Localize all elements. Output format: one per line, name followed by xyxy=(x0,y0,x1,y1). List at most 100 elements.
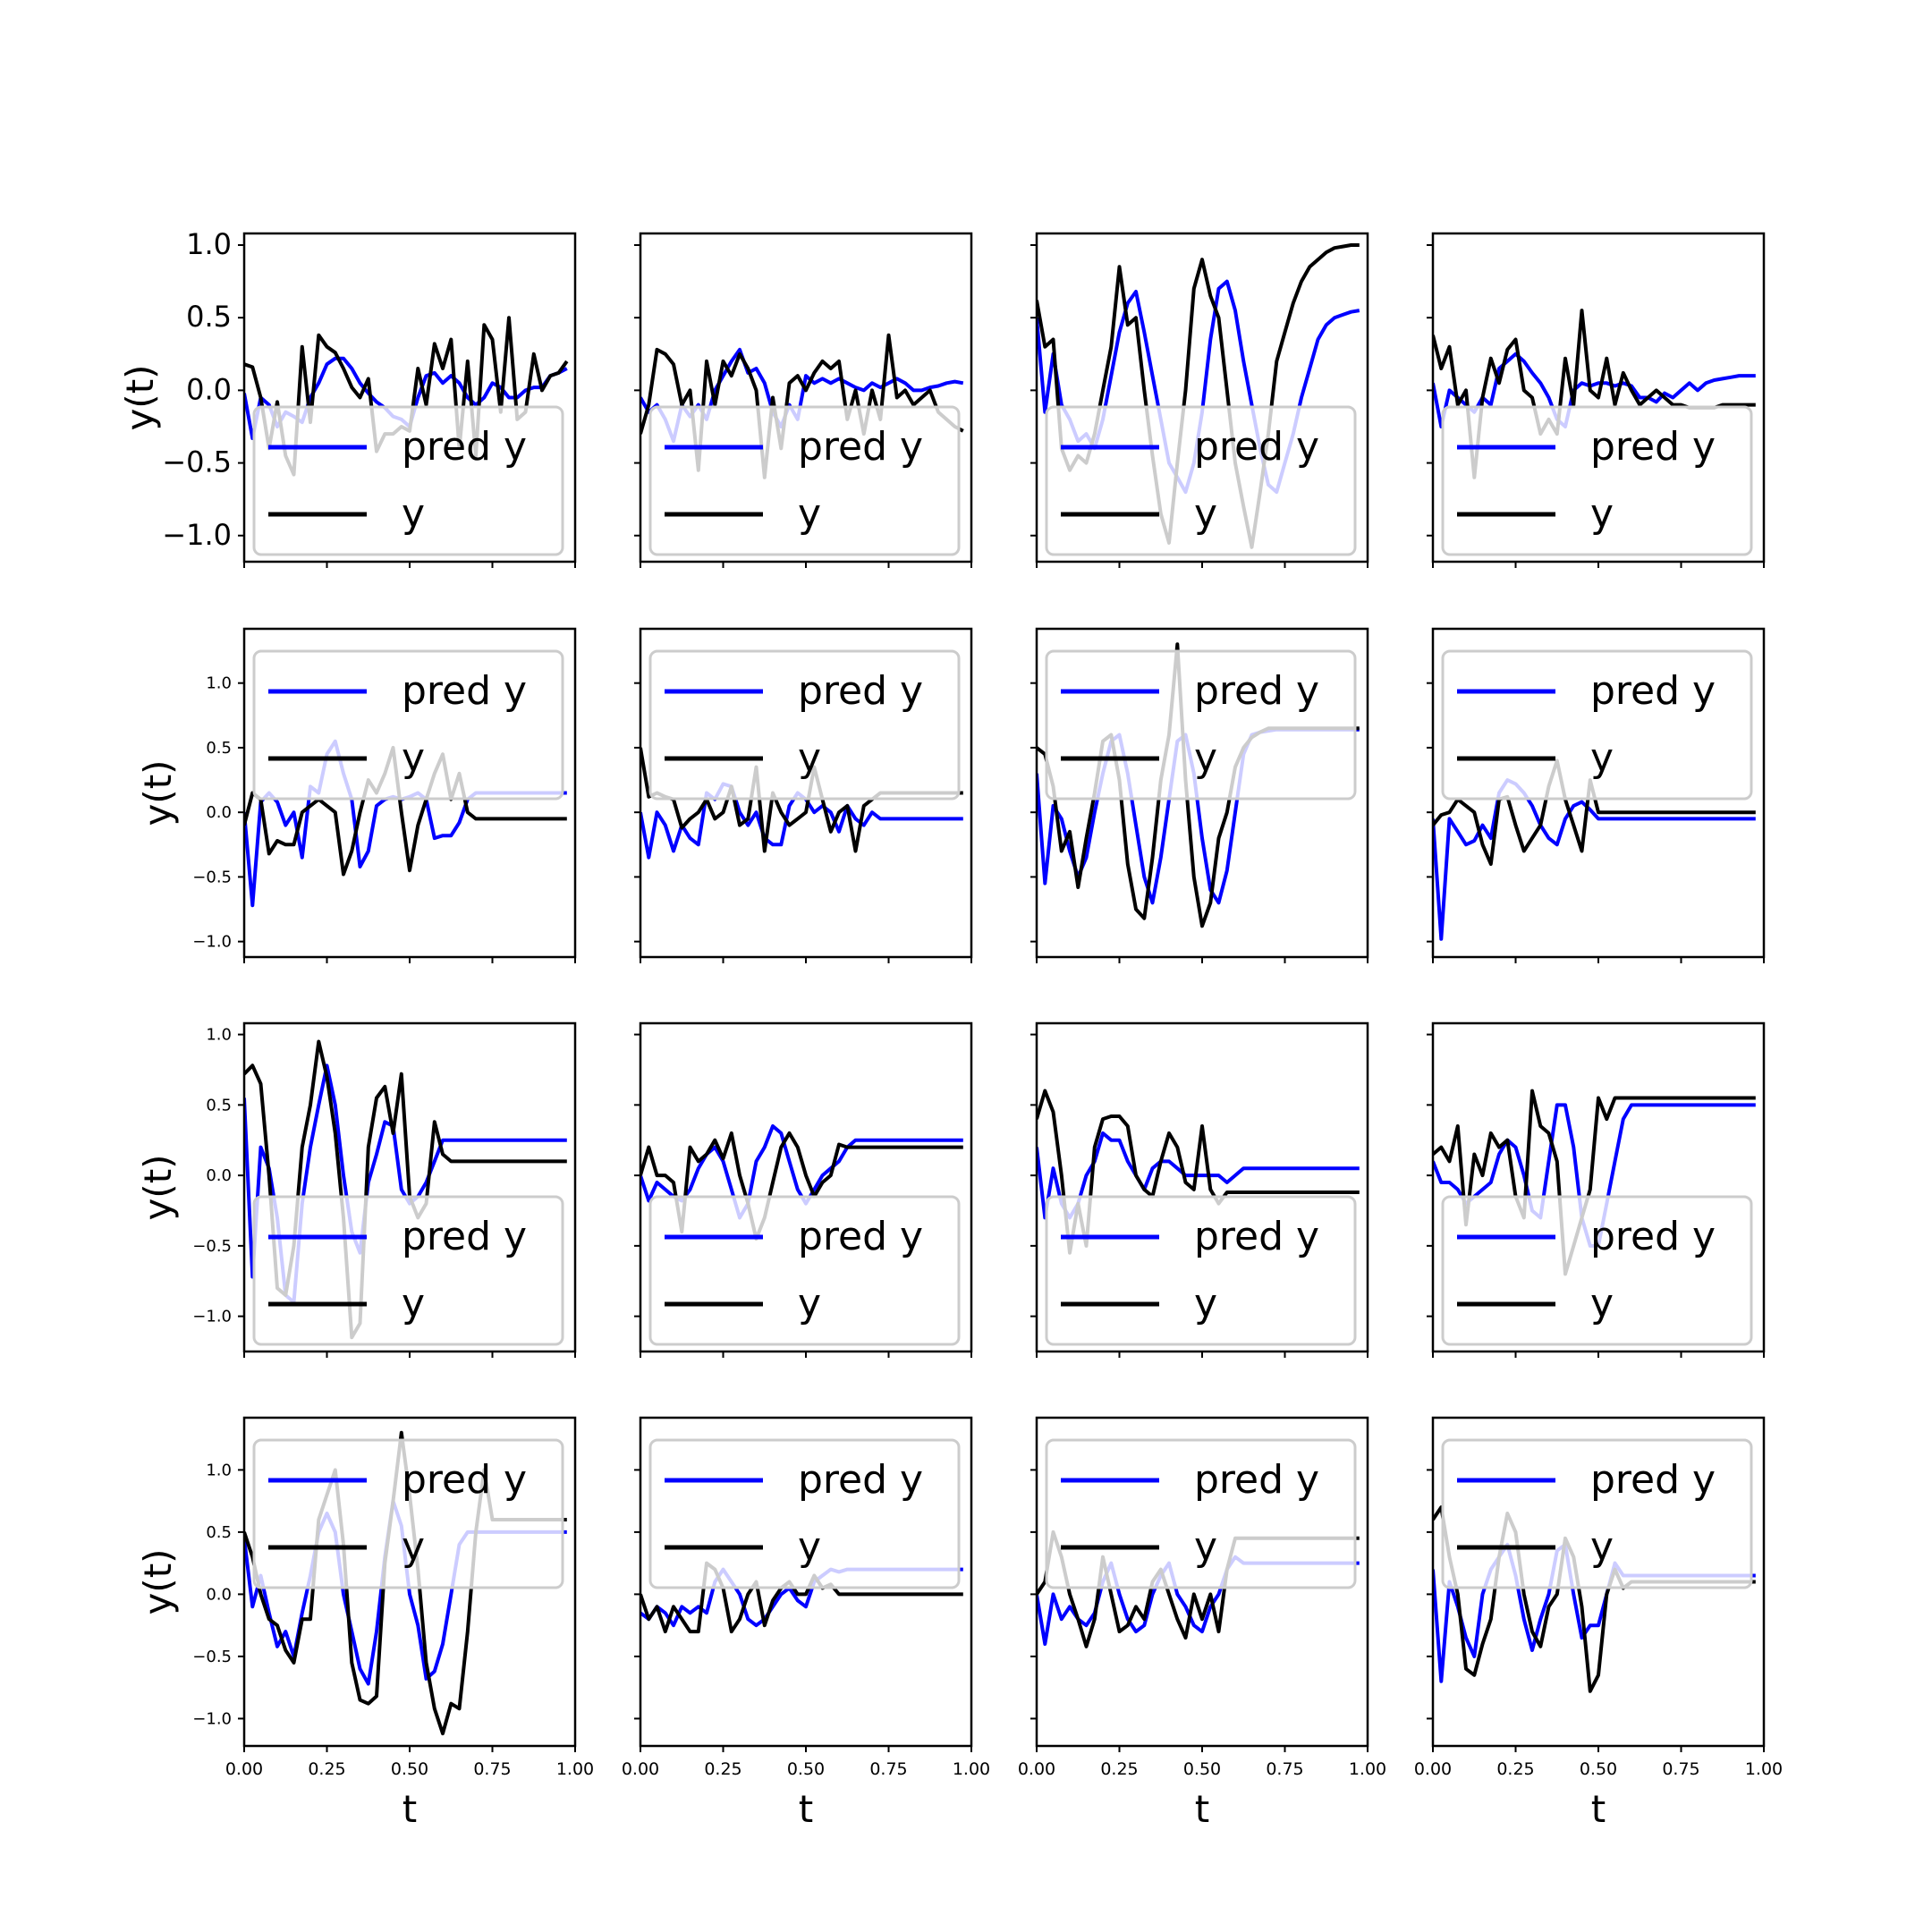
legend-label: y xyxy=(798,1524,821,1570)
y-tick-label: 0.5 xyxy=(206,1523,232,1542)
subplot-3-2: 0.00 0.25 0.50 0.75 1.00 pred y y t xyxy=(1018,1416,1386,1831)
axes-frame xyxy=(639,1021,973,1353)
legend: pred y y xyxy=(1045,1195,1357,1346)
x-tick-label: 1.00 xyxy=(953,1759,990,1779)
legend: pred y y xyxy=(648,1438,961,1589)
legend: pred y y xyxy=(1045,649,1357,801)
legend-label: pred y xyxy=(798,668,923,714)
legend: pred y y xyxy=(1045,405,1357,556)
legend: pred y y xyxy=(1441,1438,1753,1589)
legend-label: y xyxy=(798,735,821,781)
legend: pred y y xyxy=(1441,1195,1753,1346)
y-tick-label: −0.5 xyxy=(192,868,232,886)
legend-label: y xyxy=(798,1281,821,1326)
y-tick-label: 0.0 xyxy=(206,1585,232,1604)
subplot-0-3: pred y y xyxy=(1427,232,1766,568)
y-axis-label: y(t) xyxy=(118,364,162,430)
y-tick-label: 1.0 xyxy=(186,227,232,261)
legend: pred y y xyxy=(1045,1438,1357,1589)
legend: pred y y xyxy=(1441,405,1753,556)
axes-frame xyxy=(1035,1021,1369,1353)
subplot-0-2: pred y y xyxy=(1030,232,1369,568)
pred-y-line xyxy=(1037,1131,1360,1220)
pred-y-line xyxy=(1433,778,1756,941)
legend: pred y y xyxy=(648,405,961,556)
legend-label: y xyxy=(1590,735,1614,781)
legend: pred y y xyxy=(252,1438,564,1589)
legend-label: y xyxy=(402,735,425,781)
legend-label: y xyxy=(1194,491,1217,537)
x-axis-label: t xyxy=(799,1787,813,1831)
legend-label: pred y xyxy=(1194,668,1319,714)
legend-box xyxy=(1045,1438,1357,1589)
legend-label: pred y xyxy=(402,668,527,714)
legend-box xyxy=(1045,1195,1357,1346)
axes-frame xyxy=(1035,627,1369,959)
subplot-2-1: pred y y xyxy=(634,1021,973,1358)
legend-box xyxy=(648,405,961,556)
legend-label: pred y xyxy=(798,1457,923,1503)
legend-box xyxy=(252,1195,564,1346)
x-tick-label: 0.50 xyxy=(787,1759,825,1779)
y-line xyxy=(1433,1089,1756,1276)
legend-label: y xyxy=(1590,1281,1614,1326)
legend: pred y y xyxy=(252,405,564,556)
x-tick-label: 0.00 xyxy=(225,1759,263,1779)
x-tick-label: 0.75 xyxy=(1266,1759,1303,1779)
legend-label: pred y xyxy=(1590,668,1716,714)
legend-label: pred y xyxy=(1194,1214,1319,1259)
legend-label: y xyxy=(1590,1524,1614,1570)
axes-frame xyxy=(1431,1021,1766,1353)
legend: pred y y xyxy=(648,1195,961,1346)
legend-box xyxy=(1441,1438,1753,1589)
x-tick-label: 1.00 xyxy=(556,1759,594,1779)
pred-y-line xyxy=(1433,352,1756,428)
subplot-1-0: 1.0 0.5 0.0 −0.5 −1.0 pred y y y(t) xyxy=(136,627,577,963)
legend-box xyxy=(1441,405,1753,556)
y-axis-label: y(t) xyxy=(136,1548,180,1614)
axes-frame xyxy=(242,232,577,564)
axes-frame xyxy=(1431,1416,1766,1748)
subplot-2-0: 1.0 0.5 0.0 −0.5 −1.0 pred y y y(t) xyxy=(136,1021,577,1358)
legend-box xyxy=(648,1195,961,1346)
subplot-2-2: pred y y xyxy=(1030,1021,1369,1358)
legend-label: y xyxy=(798,491,821,537)
axes-frame xyxy=(639,232,973,564)
legend-box xyxy=(1441,1195,1753,1346)
legend: pred y y xyxy=(1441,649,1753,801)
y-tick-label: 0.0 xyxy=(206,1166,232,1185)
x-tick-label: 0.25 xyxy=(1100,1759,1138,1779)
x-tick-label: 1.00 xyxy=(1349,1759,1386,1779)
x-tick-label: 0.00 xyxy=(1414,1759,1452,1779)
y-tick-label: −1.0 xyxy=(192,1709,232,1728)
y-tick-label: 0.0 xyxy=(186,372,232,406)
legend-label: y xyxy=(1194,1281,1217,1326)
y-tick-label: −1.0 xyxy=(162,518,232,552)
y-line xyxy=(640,1131,963,1241)
legend-box xyxy=(648,649,961,801)
legend-label: y xyxy=(402,1281,425,1326)
axes-frame xyxy=(1431,232,1766,564)
y-line xyxy=(640,1561,963,1634)
legend-label: y xyxy=(1194,1524,1217,1570)
y-tick-label: 1.0 xyxy=(206,674,232,693)
y-tick-label: −1.0 xyxy=(192,1308,232,1326)
x-tick-label: 0.25 xyxy=(308,1759,345,1779)
subplot-3-1: 0.00 0.25 0.50 0.75 1.00 pred y y t xyxy=(622,1416,990,1831)
y-tick-label: 0.5 xyxy=(186,300,232,334)
legend-box xyxy=(1441,649,1753,801)
y-tick-label: 1.0 xyxy=(206,1461,232,1479)
axes-frame xyxy=(639,1416,973,1748)
subplot-1-2: pred y y xyxy=(1030,627,1369,963)
legend-label: pred y xyxy=(1194,1457,1319,1503)
legend: pred y y xyxy=(648,649,961,801)
subplot-1-1: pred y y xyxy=(634,627,973,963)
x-tick-label: 0.75 xyxy=(869,1759,907,1779)
legend-box xyxy=(252,649,564,801)
y-tick-label: 0.5 xyxy=(206,1096,232,1114)
subplot-0-1: pred y y xyxy=(634,232,973,568)
subplot-3-3: 0.00 0.25 0.50 0.75 1.00 pred y y t xyxy=(1414,1416,1783,1831)
axes-frame xyxy=(242,627,577,959)
y-line xyxy=(244,745,567,877)
legend-label: y xyxy=(1194,735,1217,781)
